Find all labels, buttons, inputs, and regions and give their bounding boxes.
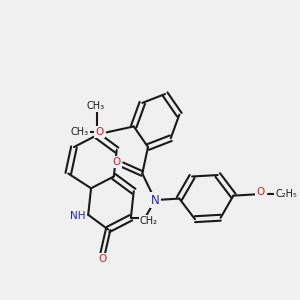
Text: CH₂: CH₂ [140, 216, 158, 226]
Text: NH: NH [70, 211, 86, 221]
Text: C₂H₅: C₂H₅ [275, 189, 297, 199]
Text: O: O [256, 187, 265, 197]
Text: CH₃: CH₃ [86, 101, 104, 111]
Text: N: N [151, 194, 160, 207]
Text: CH₃: CH₃ [70, 127, 89, 137]
Text: O: O [98, 254, 106, 264]
Text: O: O [112, 158, 121, 167]
Text: O: O [95, 127, 104, 137]
